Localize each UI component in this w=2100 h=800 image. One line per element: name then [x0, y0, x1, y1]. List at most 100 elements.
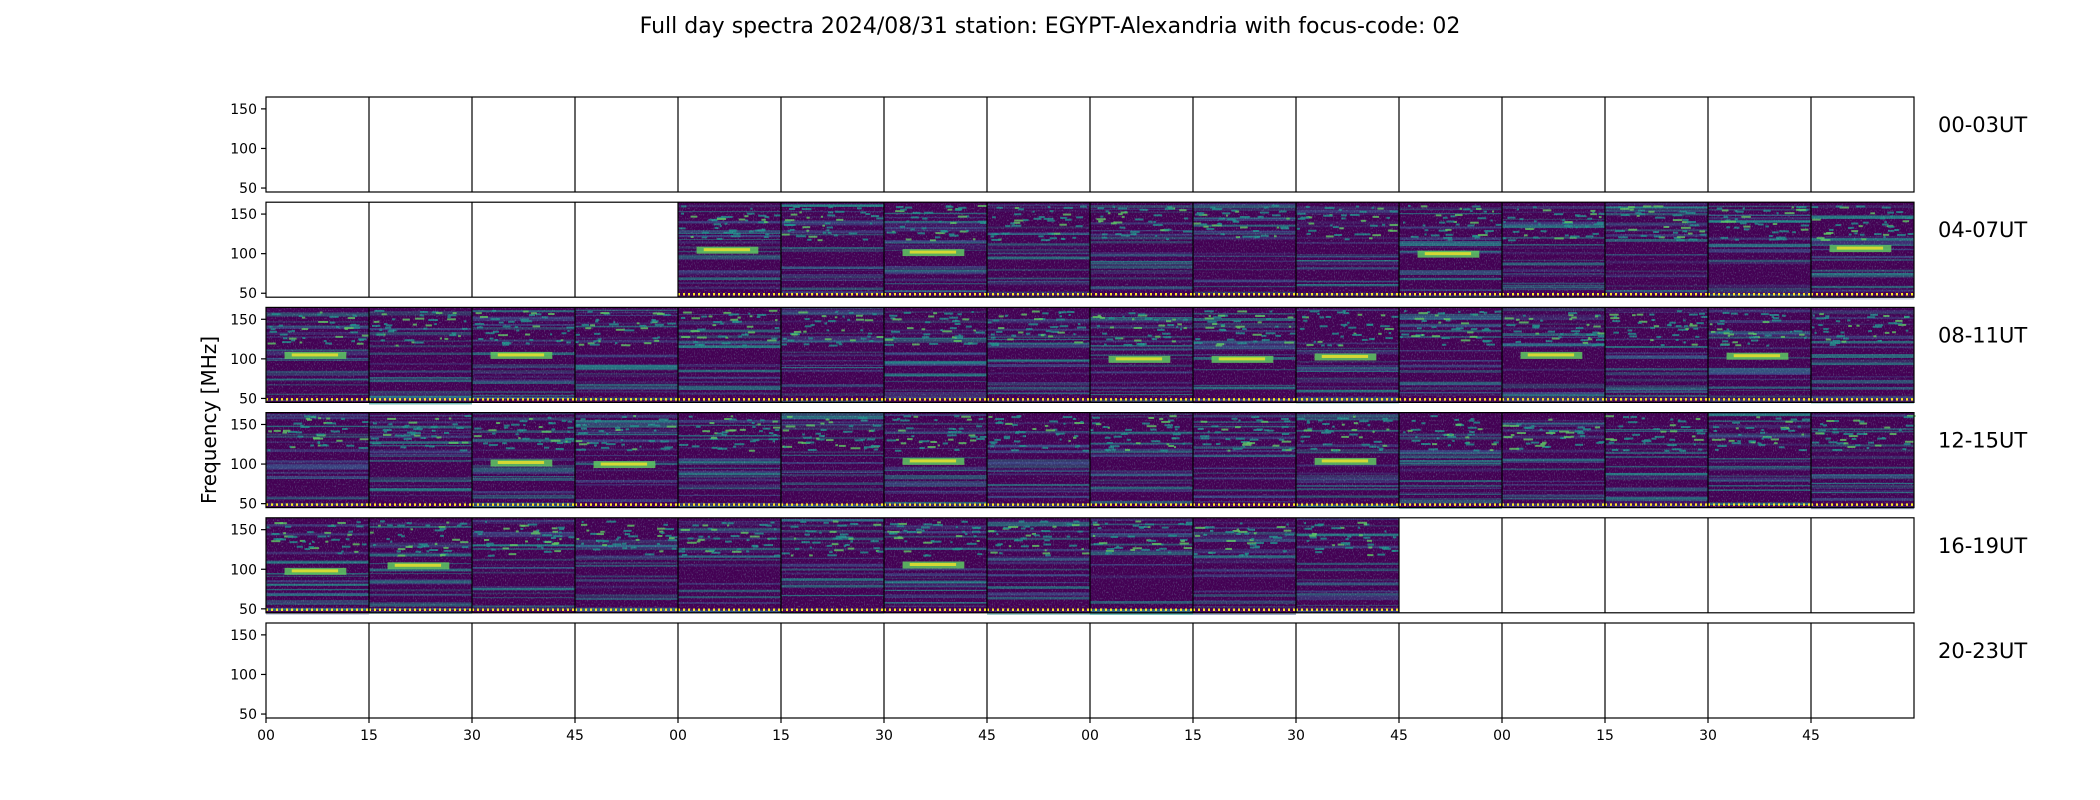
noise-overlay — [369, 412, 472, 508]
spectral-streak — [987, 612, 1090, 615]
x-tick-label: 45 — [1802, 728, 1820, 744]
spectrum-panel — [1398, 412, 1502, 509]
y-tick-label: 100 — [230, 457, 257, 473]
row-time-label: 04-07UT — [1938, 218, 2027, 242]
spectrum-panel — [266, 307, 369, 403]
spectrum-panel — [1089, 412, 1193, 508]
spectral-streak — [1193, 612, 1296, 615]
spectrum-panel — [1192, 412, 1296, 508]
spectrum-panel — [780, 202, 885, 298]
noise-overlay — [1708, 412, 1811, 508]
y-tick-label: 50 — [239, 391, 257, 407]
x-tick-label: 30 — [1699, 728, 1717, 744]
spectrum-panel — [471, 412, 575, 509]
bright-band-core — [1218, 357, 1266, 361]
bright-band-core — [600, 462, 648, 466]
row-frame — [265, 517, 1915, 614]
bright-band-core — [909, 250, 957, 254]
spectrum-panel — [368, 517, 472, 614]
noise-overlay — [1090, 412, 1193, 508]
spectrum-panel — [677, 517, 783, 613]
spectrum-panel — [266, 517, 369, 615]
noise-overlay — [1193, 517, 1296, 613]
bright-band-core — [1733, 354, 1781, 358]
spectrum-panel — [1192, 517, 1296, 615]
y-tick-label: 100 — [230, 141, 257, 157]
y-tick-label: 150 — [230, 312, 257, 328]
spectrum-panel — [1192, 307, 1298, 404]
spectrum-panel — [1501, 412, 1606, 508]
bright-band-core — [1321, 459, 1369, 463]
spectrum-panel — [1398, 202, 1505, 298]
row-frame — [265, 306, 1915, 403]
spectrum-panel — [1089, 307, 1193, 403]
spectrum-panel — [1295, 412, 1399, 508]
spectrum-panel — [1604, 307, 1710, 403]
spectral-streak — [266, 612, 369, 615]
noise-overlay — [781, 202, 884, 298]
bright-band-core — [909, 563, 957, 567]
noise-overlay — [1399, 307, 1502, 403]
spectrum-panel — [1810, 412, 1916, 510]
spectrum-panel — [471, 307, 575, 403]
spectrum-panel — [574, 412, 678, 508]
spectrum-panel — [883, 202, 990, 298]
bright-band-core — [291, 353, 339, 357]
row-time-label: 20-23UT — [1938, 639, 2027, 663]
noise-overlay — [678, 307, 781, 403]
spectrum-panel — [986, 517, 1090, 615]
spectrum-panel — [266, 412, 371, 508]
bright-band-core — [291, 569, 339, 573]
spectrum-panel — [1295, 202, 1399, 298]
spectrum-panel — [677, 307, 781, 403]
y-tick-label: 150 — [230, 523, 257, 539]
x-tick-label: 15 — [772, 728, 790, 744]
spectrum-panel — [1295, 517, 1399, 614]
row-time-label: 08-11UT — [1938, 323, 2027, 347]
row-time-label: 16-19UT — [1938, 534, 2027, 558]
bright-band-core — [703, 248, 751, 252]
noise-overlay — [1811, 412, 1914, 508]
bright-band-core — [1527, 353, 1575, 357]
y-tick-label: 50 — [239, 497, 257, 513]
y-tick-label: 100 — [230, 352, 257, 368]
y-tick-label: 150 — [230, 417, 257, 433]
row-frame — [265, 412, 1915, 509]
spectra-row: 150 100 50 04-07UT — [230, 201, 2027, 302]
spectrum-panel — [1089, 517, 1195, 615]
spectra-row: 150 100 50 08-11UT — [230, 306, 2027, 407]
noise-overlay — [1708, 202, 1811, 298]
spectra-rows: 150 100 50 00-03UT 150 100 50 04-07UT 150 100 50 08… — [230, 96, 2027, 723]
spectrum-panel — [883, 307, 987, 403]
bright-band-core — [394, 563, 442, 567]
noise-overlay — [1605, 307, 1708, 403]
y-tick-label: 100 — [230, 562, 257, 578]
x-tick-label: 00 — [1493, 728, 1511, 744]
noise-overlay — [1193, 307, 1296, 403]
x-tick-label: 45 — [566, 728, 584, 744]
bright-band-core — [1424, 252, 1472, 256]
noise-overlay — [678, 412, 781, 508]
noise-overlay — [1399, 202, 1502, 298]
noise-overlay — [1296, 517, 1399, 613]
x-tick-label: 45 — [1390, 728, 1408, 744]
spectrum-panel — [780, 307, 886, 403]
y-tick-label: 50 — [239, 602, 257, 618]
spectrum-panel — [1398, 307, 1504, 403]
spectrum-panel — [1604, 412, 1708, 508]
y-tick-label: 100 — [230, 667, 257, 683]
noise-overlay — [781, 412, 884, 508]
noise-overlay — [266, 517, 369, 613]
spectrum-panel — [883, 517, 987, 613]
bright-band-core — [1115, 357, 1163, 361]
noise-overlay — [1399, 412, 1502, 508]
spectra-row: 150 100 50 00-03UT — [230, 96, 2027, 197]
bright-band-core — [497, 353, 545, 357]
noise-overlay — [678, 517, 781, 613]
noise-overlay — [575, 307, 678, 403]
spectrum-panel — [368, 307, 472, 405]
x-tick-label: 00 — [669, 728, 687, 744]
noise-overlay — [987, 202, 1090, 298]
spectrum-panel — [780, 517, 886, 614]
noise-overlay — [987, 517, 1090, 613]
